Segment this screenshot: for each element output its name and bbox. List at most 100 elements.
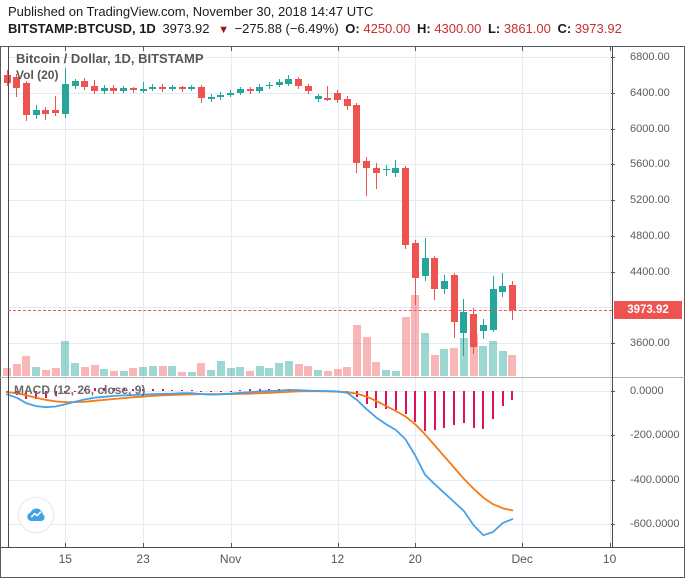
volume-indicator-label[interactable]: Vol (20) xyxy=(16,68,59,82)
macd-gridline xyxy=(8,479,612,481)
candle-body xyxy=(285,78,293,84)
candle-body xyxy=(32,109,40,116)
volume-bar xyxy=(246,371,254,376)
macd-histogram-bar xyxy=(229,390,232,392)
price-axis-tick xyxy=(611,57,615,58)
macd-gridline xyxy=(8,524,612,526)
candle-body xyxy=(42,109,50,115)
macd-histogram-bar xyxy=(200,391,203,392)
volume-bar xyxy=(61,341,70,376)
time-axis-label: Dec xyxy=(511,552,533,566)
macd-histogram-bar xyxy=(278,389,281,391)
volume-bar xyxy=(284,361,293,376)
low-value: 3861.00 xyxy=(503,21,551,36)
price-axis-tick xyxy=(611,235,615,237)
price-gridline xyxy=(8,200,612,201)
candle-wick xyxy=(142,82,144,93)
volume-bar xyxy=(489,341,497,376)
candle-body xyxy=(392,167,400,174)
open-label: O: xyxy=(345,21,360,36)
candle-body xyxy=(52,109,60,114)
volume-bar xyxy=(343,367,352,376)
candle-body xyxy=(100,88,108,91)
macd-histogram-bar xyxy=(365,391,368,404)
volume-bar xyxy=(304,366,313,376)
top-axis-tick xyxy=(337,47,339,51)
price-axis-label: 6800.00 xyxy=(630,51,670,63)
macd-indicator-label[interactable]: MACD (12, 26, close, 9) xyxy=(14,383,146,397)
candle-body xyxy=(372,167,380,174)
candle-body xyxy=(314,96,322,99)
price-pane-left-border xyxy=(8,46,9,547)
top-axis-tick xyxy=(143,47,145,51)
time-axis-label: 10 xyxy=(602,552,617,566)
time-axis-label: 15 xyxy=(58,552,72,566)
candle-body xyxy=(217,94,225,98)
price-axis-tick xyxy=(611,271,615,273)
volume-bar xyxy=(372,362,381,376)
volume-bar xyxy=(207,370,216,376)
macd-histogram-bar xyxy=(297,389,300,391)
candle-body xyxy=(13,76,21,89)
top-axis-tick xyxy=(609,47,611,51)
pane-separator[interactable] xyxy=(0,377,685,378)
price-axis-border xyxy=(612,46,613,547)
macd-histogram-bar xyxy=(443,391,446,428)
candle-body xyxy=(343,99,351,107)
price-axis-label: 6400.00 xyxy=(630,86,670,99)
candle-body xyxy=(3,74,11,83)
candle-body xyxy=(168,87,176,90)
candle-body xyxy=(120,88,128,91)
candle-body xyxy=(324,98,332,100)
price-gridline xyxy=(8,235,612,237)
open-value: 4250.00 xyxy=(363,21,411,36)
candle-body xyxy=(295,78,303,86)
macd-histogram-bar xyxy=(210,391,213,392)
vertical-gridline xyxy=(609,46,611,547)
candle-body xyxy=(265,84,273,87)
volume-bar xyxy=(498,351,507,376)
candle-body xyxy=(197,86,205,99)
volume-bar xyxy=(440,349,449,376)
price-axis-label: 5600.00 xyxy=(630,158,670,171)
candle-body xyxy=(129,88,137,91)
vertical-gridline xyxy=(337,46,339,547)
volume-bar xyxy=(362,337,371,376)
bottom-axis-tick xyxy=(143,543,145,547)
macd-histogram-bar xyxy=(482,391,485,429)
volume-bar xyxy=(450,348,459,376)
vertical-gridline xyxy=(65,46,67,547)
low-label: L: xyxy=(487,21,501,36)
macd-histogram-bar xyxy=(287,389,290,391)
volume-bar xyxy=(411,295,420,376)
candle-body xyxy=(139,89,147,91)
vertical-gridline xyxy=(230,46,232,547)
price-axis-label: 4400.00 xyxy=(630,265,670,278)
candle-body xyxy=(479,325,487,332)
top-axis-tick xyxy=(522,47,524,51)
macd-axis-tick xyxy=(611,479,615,481)
price-axis-tick xyxy=(611,343,615,345)
volume-bar xyxy=(90,365,99,376)
volume-bar xyxy=(12,364,21,376)
macd-axis-label: -400.0000 xyxy=(630,473,680,486)
price-axis-label: 6000.00 xyxy=(630,122,670,135)
vertical-gridline xyxy=(415,46,417,547)
pane-title[interactable]: Bitcoin / Dollar, 1D, BITSTAMP xyxy=(16,51,204,66)
last-price-badge: 3973.92 xyxy=(614,300,682,319)
macd-histogram-bar xyxy=(239,389,242,391)
macd-histogram-bar xyxy=(326,390,329,392)
volume-bar xyxy=(41,370,50,376)
time-axis-border xyxy=(1,547,684,548)
candle-body xyxy=(402,167,409,245)
price-gridline xyxy=(8,307,612,309)
bottom-axis-tick xyxy=(337,543,339,547)
candle-body xyxy=(110,88,118,91)
tradingview-logo-button[interactable] xyxy=(18,497,54,533)
bottom-axis-tick xyxy=(522,543,524,547)
macd-histogram-bar xyxy=(307,390,310,392)
close-value: 3973.92 xyxy=(574,21,622,36)
volume-bar xyxy=(226,368,235,376)
macd-histogram-bar xyxy=(249,389,251,391)
